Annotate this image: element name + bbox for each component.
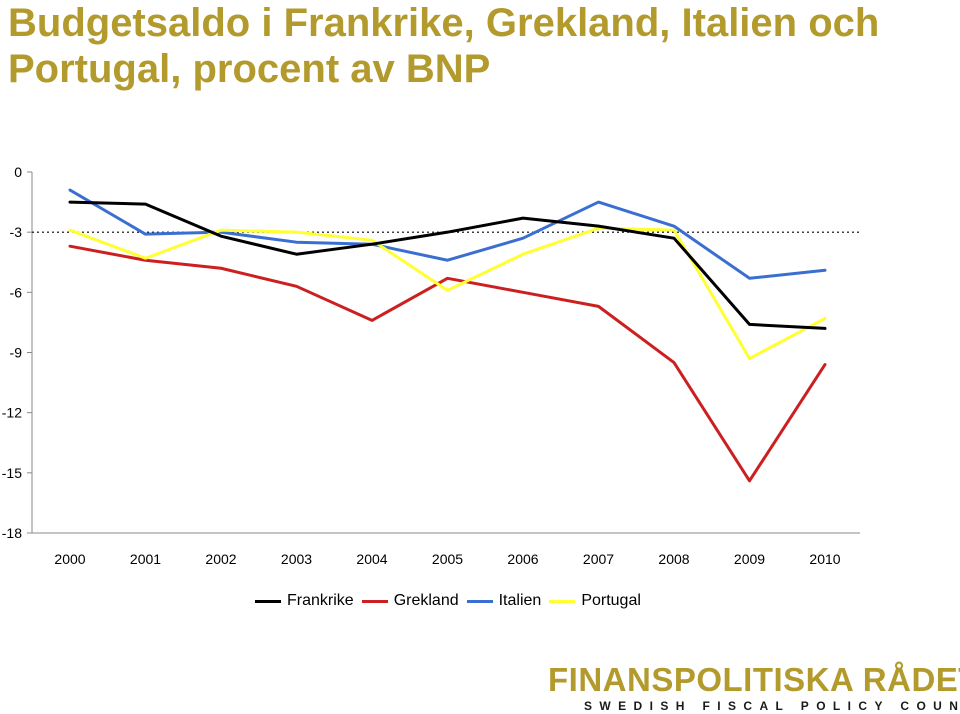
x-tick-label: 2002: [205, 551, 236, 567]
legend-swatch-frankrike: [255, 599, 281, 603]
legend-swatch-grekland: [361, 599, 388, 603]
y-tick-label: -3: [10, 224, 23, 240]
legend-item-frankrike: Frankrike: [255, 592, 354, 610]
title-line-2: Portugal, procent av BNP: [8, 47, 491, 91]
y-tick-label: -6: [10, 284, 23, 300]
legend-swatch-italien: [466, 599, 493, 603]
logo-wordmark: FINANSPOLITISKA RÅDET: [548, 661, 960, 698]
legend-label-grekland: Grekland: [393, 592, 459, 609]
legend-item-italien: Italien: [466, 592, 542, 610]
y-tick-label: -15: [2, 465, 22, 481]
title-line-1: Budgetsaldo i Frankrike, Grekland, Itali…: [8, 1, 880, 45]
legend-label-portugal: Portugal: [581, 592, 641, 609]
legend-swatch-portugal: [549, 599, 576, 603]
series-line-portugal: [68, 226, 827, 361]
x-tick-label: 2010: [809, 551, 840, 567]
legend-label-italien: Italien: [498, 592, 542, 609]
y-tick-label: 0: [14, 164, 22, 180]
x-tick-label: 2001: [130, 551, 161, 567]
legend-label-frankrike: Frankrike: [287, 592, 354, 609]
chart-title: Budgetsaldo i Frankrike, Grekland, Itali…: [8, 0, 879, 92]
y-tick-label: -18: [2, 525, 22, 541]
logo-subtitle: SWEDISH FISCAL POLICY COUNCIL: [584, 699, 960, 713]
series-line-italien: [68, 188, 827, 280]
x-tick-label: 2006: [507, 551, 538, 567]
x-tick-label: 2007: [583, 551, 614, 567]
x-tick-label: 2009: [734, 551, 765, 567]
x-tick-label: 2004: [356, 551, 387, 567]
x-tick-label: 2003: [281, 551, 312, 567]
x-tick-label: 2005: [432, 551, 463, 567]
legend: Frankrike Grekland Italien Portugal: [255, 592, 649, 610]
series-line-frankrike: [68, 200, 827, 330]
x-tick-label: 2008: [658, 551, 689, 567]
y-tick-label: -9: [10, 345, 23, 361]
x-tick-label: 2000: [54, 551, 85, 567]
legend-item-grekland: Grekland: [361, 592, 459, 610]
series-line-grekland: [68, 244, 827, 483]
logo: FINANSPOLITISKA RÅDET SWEDISH FISCAL POL…: [548, 662, 960, 714]
legend-item-portugal: Portugal: [549, 592, 641, 610]
y-tick-label: -12: [2, 405, 22, 421]
